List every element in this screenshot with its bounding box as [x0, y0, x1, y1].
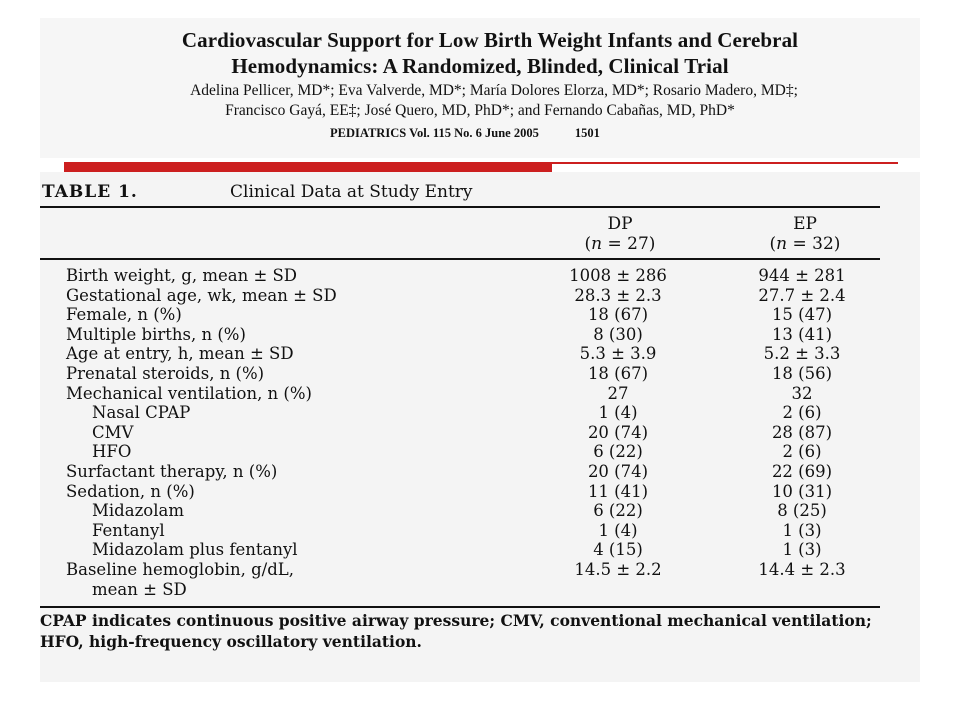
authors-line-1: Adelina Pellicer, MD*; Eva Valverde, MD*…: [190, 82, 798, 99]
article-header: Cardiovascular Support for Low Birth Wei…: [40, 18, 920, 158]
cell-dp: 27: [607, 383, 629, 403]
clinical-data-table: TABLE 1. Clinical Data at Study Entry DP…: [40, 172, 920, 682]
cell-ep: 15 (47): [771, 305, 833, 325]
cell-dp: 14.5 ± 2.2: [574, 560, 662, 579]
cell-ep: 27.7 ± 2.4: [758, 285, 846, 305]
citation-text: PEDIATRICS Vol. 115 No. 6 June 2005: [330, 126, 539, 140]
table-row: Multiple births, n (%) 8 (30) 13 (41): [40, 325, 880, 345]
article-title-line-1: Cardiovascular Support for Low Birth Wei…: [181, 28, 799, 52]
page-number: 1501: [574, 126, 600, 140]
cell-dp: 1008 ± 286: [569, 266, 667, 285]
cell-ep: 5.2 ± 3.3: [763, 344, 841, 364]
table-row: Female, n (%) 18 (67) 15 (47): [40, 305, 880, 325]
cell-ep: 944 ± 281: [758, 266, 846, 285]
cell-ep: 13 (41): [771, 324, 833, 344]
cell-dp: 18 (67): [587, 364, 649, 383]
cell-dp: 20 (74): [587, 422, 649, 442]
row-label: Nasal CPAP: [92, 403, 191, 423]
table-row: mean ± SD: [40, 580, 880, 600]
cell-ep: 1 (3): [782, 540, 822, 560]
row-label: HFO: [92, 442, 132, 462]
cell-dp: 5.3 ± 3.9: [579, 344, 657, 364]
cell-ep: 10 (31): [771, 481, 833, 501]
table-row: Gestational age, wk, mean ± SD 28.3 ± 2.3…: [40, 286, 880, 306]
row-label: Midazolam: [92, 501, 184, 521]
table-row: Birth weight, g, mean ± SD 1008 ± 286 944 …: [40, 266, 880, 286]
cell-ep: 2 (6): [782, 442, 822, 462]
table-bottom-rule: [40, 606, 880, 608]
table-row: Midazolam 6 (22) 8 (25): [40, 501, 880, 521]
table-caption-title: Clinical Data at Study Entry: [230, 182, 473, 202]
cell-ep: 1 (3): [782, 520, 822, 540]
cell-ep: 28 (87): [771, 422, 833, 442]
cell-dp: 20 (74): [587, 462, 649, 481]
row-label: Sedation, n (%): [66, 481, 195, 501]
accent-bar: [64, 162, 552, 172]
cell-dp: 1 (4): [598, 520, 638, 540]
row-label: Midazolam plus fentanyl: [92, 540, 298, 560]
table-row: Nasal CPAP 1 (4) 2 (6): [40, 403, 880, 423]
table-row: Baseline hemoglobin, g/dL, 14.5 ± 2.2 14.4…: [40, 560, 880, 580]
cell-dp: 6 (22): [593, 442, 643, 462]
table-row: Midazolam plus fentanyl 4 (15) 1 (3): [40, 540, 880, 560]
row-label: Surfactant therapy, n (%): [66, 462, 278, 481]
row-label: Female, n (%): [66, 305, 182, 325]
row-label: Multiple births, n (%): [66, 324, 246, 344]
journal-citation: PEDIATRICS Vol. 115 No. 6 June 2005 1501: [330, 126, 600, 141]
cell-ep: 22 (69): [771, 462, 833, 481]
table-caption: TABLE 1. Clinical Data at Study Entry: [42, 182, 473, 202]
cell-ep: 14.4 ± 2.3: [758, 560, 846, 579]
authors-line-2: Francisco Gayá, EE‡; José Quero, MD, PhD…: [225, 102, 735, 119]
article-title-line-2: Hemodynamics: A Randomized, Blinded, Cli…: [231, 54, 729, 78]
cell-ep: 32: [791, 383, 813, 403]
row-label: Baseline hemoglobin, g/dL,: [66, 560, 294, 579]
cell-dp: 28.3 ± 2.3: [574, 285, 662, 305]
table-row: Surfactant therapy, n (%) 20 (74) 22 (69): [40, 462, 880, 482]
accent-rule: [552, 162, 898, 164]
table-top-rule: [40, 206, 880, 208]
row-label: Mechanical ventilation, n (%): [66, 383, 312, 403]
cell-ep: 18 (56): [771, 364, 833, 383]
table-row: Mechanical ventilation, n (%) 27 32: [40, 384, 880, 404]
row-label: CMV: [92, 422, 134, 442]
cell-ep: 8 (25): [777, 501, 827, 521]
column-header-ep: EP: [793, 214, 817, 234]
table-row: Sedation, n (%) 11 (41) 10 (31): [40, 482, 880, 502]
cell-dp: 4 (15): [593, 540, 643, 560]
column-n-ep: (n = 32): [769, 234, 841, 254]
column-header-dp: DP: [607, 214, 633, 234]
cell-dp: 18 (67): [587, 305, 649, 325]
table-row: CMV 20 (74) 28 (87): [40, 423, 880, 443]
cell-dp: 8 (30): [593, 324, 643, 344]
cell-dp: 11 (41): [587, 481, 649, 501]
row-label: Prenatal steroids, n (%): [66, 364, 265, 383]
table-row: Age at entry, h, mean ± SD 5.3 ± 3.9 5.2 ±…: [40, 344, 880, 364]
table-header-rule: [40, 258, 880, 260]
table-row: HFO 6 (22) 2 (6): [40, 442, 880, 462]
row-label: mean ± SD: [92, 579, 187, 599]
table-caption-label: TABLE 1.: [42, 182, 138, 202]
cell-dp: 1 (4): [598, 403, 638, 423]
row-label: Fentanyl: [92, 520, 165, 540]
cell-dp: 6 (22): [593, 501, 643, 521]
table-row: Fentanyl 1 (4) 1 (3): [40, 521, 880, 541]
row-label: Gestational age, wk, mean ± SD: [66, 285, 337, 305]
table-row: Prenatal steroids, n (%) 18 (67) 18 (56): [40, 364, 880, 384]
row-label: Birth weight, g, mean ± SD: [66, 266, 298, 285]
row-label: Age at entry, h, mean ± SD: [66, 344, 294, 364]
table-footnote: CPAP indicates continuous positive airwa…: [40, 611, 872, 651]
column-n-dp: (n = 27): [584, 234, 656, 254]
cell-ep: 2 (6): [782, 403, 822, 423]
